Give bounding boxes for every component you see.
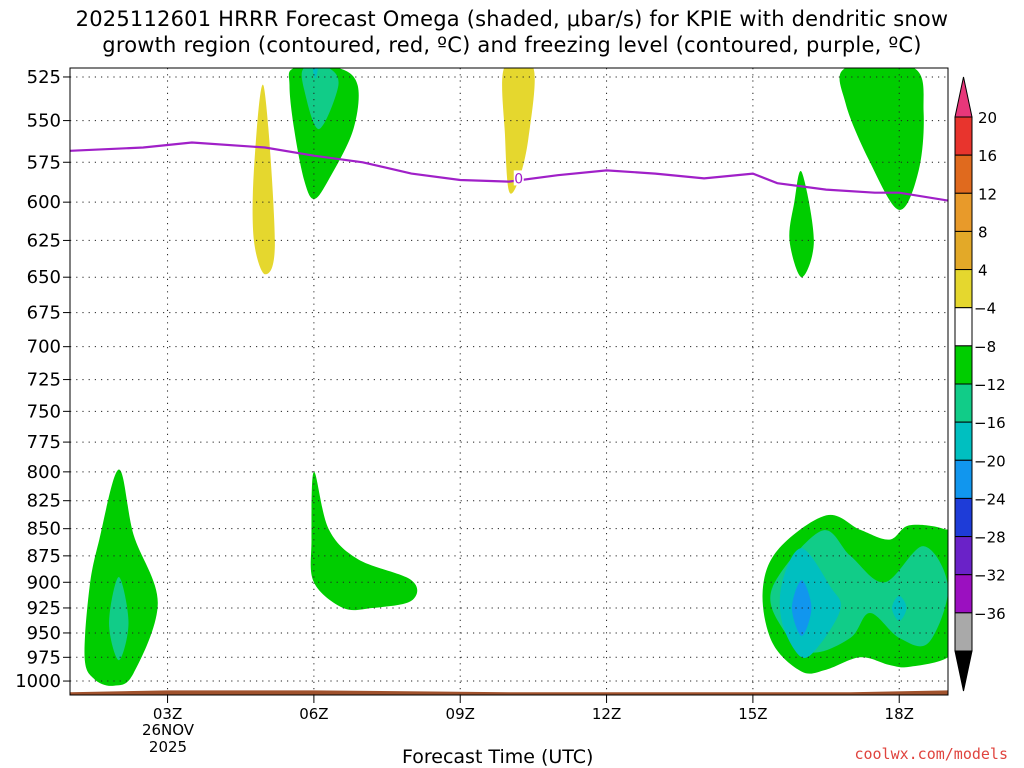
chart-title: 2025112601 HRRR Forecast Omega (shaded, … [0, 6, 1024, 58]
colorbar-segment-13 [954, 612, 973, 652]
x-tick-label-06Z: 06Z [299, 705, 328, 723]
x-tick-label-12Z: 12Z [592, 705, 621, 723]
colorbar-label-6: −8 [974, 338, 996, 356]
omega-region-0 [288, 68, 359, 199]
axes: 525 550 575 600 625 650 675 700 725 750 775 800 825 8… [15, 67, 949, 723]
watermark: coolwx.com/models [854, 745, 1008, 763]
colorbar: 20 16 12 8 4 −4 −8 −12 −16 −20 −24 −28 −32 −36 [954, 76, 1006, 692]
y-tick-label-775: 775 [27, 432, 61, 453]
colorbar-segment-2 [954, 192, 973, 232]
grid-lines [70, 68, 948, 695]
y-tick-label-825: 825 [27, 491, 61, 512]
y-tick-label-675: 675 [27, 303, 61, 324]
y-tick-label-550: 550 [27, 111, 61, 132]
omega-region-9 [310, 471, 418, 611]
colorbar-label-9: −20 [974, 452, 1006, 470]
y-tick-label-625: 625 [27, 230, 61, 251]
omega-region-5 [839, 68, 924, 210]
freezing-level-label: 0 [514, 171, 523, 187]
colorbar-label-5: −4 [974, 300, 996, 318]
omega-region-6 [789, 170, 814, 278]
colorbar-label-2: 12 [978, 185, 997, 203]
y-tick-label-575: 575 [27, 152, 61, 173]
colorbar-label-7: −12 [974, 376, 1006, 394]
colorbar-segment-12 [954, 574, 973, 614]
y-tick-label-925: 925 [27, 598, 61, 619]
x-tick-label-18Z: 18Z [885, 705, 914, 723]
y-tick-label-800: 800 [27, 462, 61, 483]
colorbar-segment-0 [954, 116, 973, 156]
y-tick-label-600: 600 [27, 192, 61, 213]
omega-region-1 [301, 68, 339, 130]
colorbar-top-arrow [954, 76, 973, 118]
colorbar-label-3: 8 [978, 223, 988, 241]
x-tick-label-09Z: 09Z [446, 705, 475, 723]
y-tick-label-850: 850 [27, 519, 61, 540]
chart-title-line2: growth region (contoured, red, ºC) and f… [102, 33, 922, 57]
colorbar-segment-6 [954, 345, 973, 385]
freezing-level-line [70, 141, 948, 202]
omega-region-7 [84, 469, 158, 686]
freezing-level-label-bg [513, 170, 524, 186]
omega-region-3 [252, 84, 275, 275]
colorbar-segment-8 [954, 421, 973, 461]
colorbar-segment-5 [954, 307, 973, 347]
y-tick-label-1000: 1000 [15, 671, 61, 692]
freezing-level-contour: 0 [70, 141, 948, 202]
colorbar-segment-10 [954, 497, 973, 538]
colorbar-label-11: −28 [974, 529, 1006, 547]
colorbar-segment-3 [954, 230, 973, 271]
date-label: 26NOV 2025 [136, 722, 200, 756]
omega-region-8 [109, 577, 129, 661]
plot-frame [69, 67, 949, 696]
y-tick-label-700: 700 [27, 337, 61, 358]
y-tick-label-950: 950 [27, 623, 61, 644]
colorbar-segment-9 [954, 459, 973, 499]
y-tick-label-750: 750 [27, 401, 61, 422]
colorbar-label-10: −24 [974, 490, 1006, 508]
colorbar-label-13: −36 [974, 605, 1006, 623]
colorbar-segment-7 [954, 383, 973, 423]
x-tick-label-03Z: 03Z [153, 705, 182, 723]
colorbar-label-12: −32 [974, 567, 1006, 585]
y-tick-label-875: 875 [27, 546, 61, 567]
terrain-shading [70, 690, 948, 695]
y-tick-label-650: 650 [27, 267, 61, 288]
colorbar-label-8: −16 [974, 414, 1006, 432]
y-tick-label-975: 975 [27, 647, 61, 668]
colorbar-segment-1 [954, 154, 973, 194]
x-tick-label-15Z: 15Z [738, 705, 767, 723]
colorbar-bottom-arrow [954, 650, 973, 692]
colorbar-label-1: 16 [978, 147, 997, 165]
chart-title-line1: 2025112601 HRRR Forecast Omega (shaded, … [75, 7, 949, 31]
colorbar-label-4: 4 [978, 262, 988, 280]
date-label-day: 26NOV [141, 721, 195, 739]
x-axis-label: Forecast Time (UTC) [402, 746, 594, 768]
colorbar-label-0: 20 [978, 109, 997, 127]
colorbar-segment-4 [954, 269, 973, 309]
date-label-year: 2025 [148, 738, 188, 756]
y-tick-label-725: 725 [27, 370, 61, 391]
omega-region-2 [312, 68, 318, 79]
colorbar-segment-11 [954, 536, 973, 576]
omega-shaded-regions [70, 68, 948, 695]
y-tick-label-900: 900 [27, 572, 61, 593]
y-tick-label-525: 525 [27, 67, 61, 88]
